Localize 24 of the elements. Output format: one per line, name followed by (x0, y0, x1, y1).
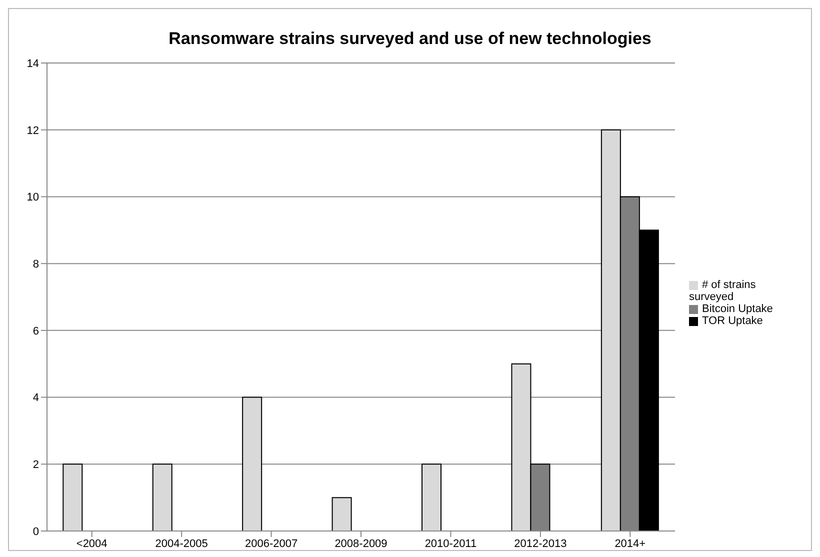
x-tick-label: 2004-2005 (155, 538, 208, 550)
y-tick-label: 8 (32, 258, 39, 270)
x-tick-label: 2008-2009 (334, 538, 388, 550)
x-tick-label: <2004 (76, 538, 108, 550)
bar (332, 497, 352, 531)
x-tick-label: 2010-2011 (424, 538, 477, 550)
x-tick-label: 2012-2013 (514, 538, 567, 550)
y-tick-label: 14 (26, 58, 39, 70)
bar (62, 464, 83, 531)
y-tick-label: 4 (32, 392, 39, 404)
chart-title: Ransomware strains surveyed and use of new technologies (168, 29, 652, 50)
y-tick-label: 10 (26, 192, 39, 204)
y-tick-label: 12 (26, 124, 39, 137)
legend-label: # of strains surveyed (689, 279, 756, 303)
bar (152, 464, 172, 531)
y-tick-label: 0 (32, 526, 39, 538)
bar (242, 396, 262, 531)
y-tick-label: 6 (32, 325, 39, 338)
x-tick-label: 2014+ (614, 538, 646, 550)
x-tick-label: 2006-2007 (244, 538, 298, 550)
bar (422, 464, 442, 531)
legend-label: Bitcoin Uptake (702, 303, 773, 315)
legend-label: TOR Uptake (702, 315, 763, 327)
y-tick-label: 2 (32, 459, 39, 472)
